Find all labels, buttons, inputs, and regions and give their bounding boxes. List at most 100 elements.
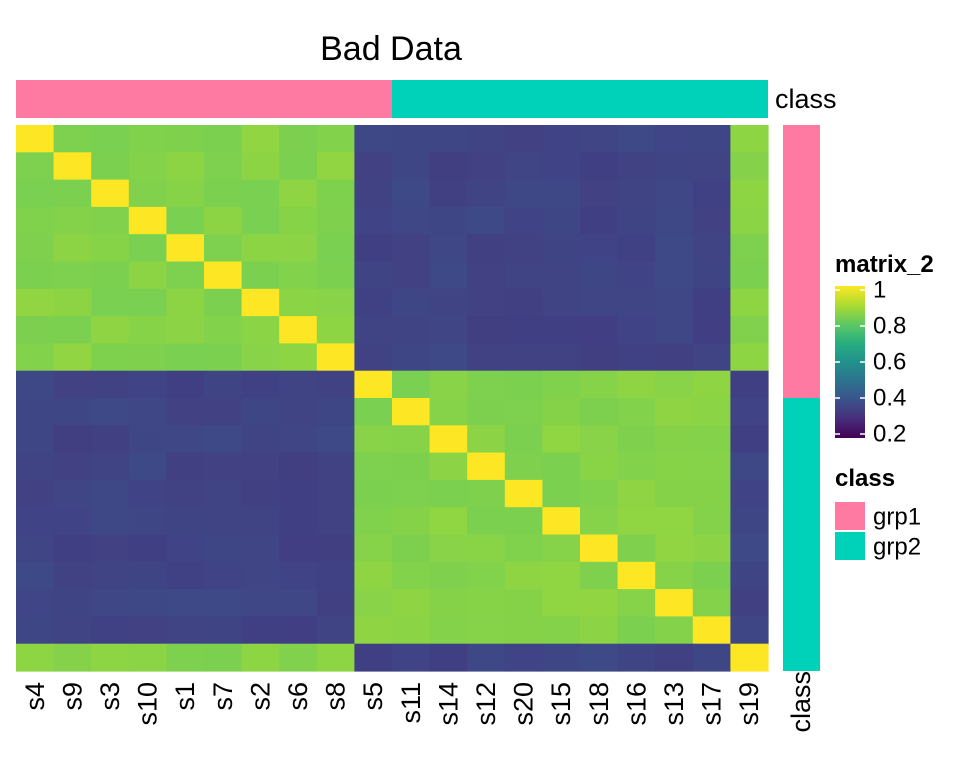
- heatmap-cell-s12-s19: [730, 452, 769, 481]
- right-annotation-grp1: [783, 125, 820, 398]
- heatmap-cell-s1-s14: [429, 234, 468, 263]
- heatmap-cell-s18-s18: [580, 534, 619, 563]
- heatmap-cell-s6-s10: [128, 316, 167, 344]
- color-legend-title: matrix_2: [835, 251, 934, 278]
- heatmap-cell-s14-s16: [617, 425, 656, 454]
- heatmap-cell-s17-s1: [166, 616, 205, 645]
- heatmap-cell-s14-s6: [279, 425, 318, 454]
- heatmap-cell-s12-s17: [692, 452, 731, 481]
- heatmap-cell-s6-s9: [53, 316, 92, 344]
- column-label-s17: s17: [697, 682, 727, 726]
- heatmap-cell-s8-s19: [730, 343, 769, 372]
- heatmap-cell-s20-s19: [730, 479, 769, 508]
- heatmap-cell-s14-s5: [354, 425, 393, 454]
- heatmap-cell-s13-s3: [91, 589, 130, 617]
- heatmap-cell-s18-s15: [542, 534, 581, 563]
- heatmap-cell-s2-s11: [392, 288, 431, 317]
- color-legend-tick-label: 0.8: [873, 313, 906, 340]
- heatmap-cell-s4-s15: [542, 125, 581, 153]
- column-label-s13: s13: [659, 682, 689, 726]
- heatmap-cell-s15-s2: [241, 507, 280, 536]
- heatmap-cell-s10-s8: [316, 206, 355, 235]
- heatmap-cell-s5-s5: [354, 370, 393, 399]
- heatmap-cell-s15-s10: [128, 507, 167, 536]
- heatmap-cell-s16-s15: [542, 561, 581, 590]
- heatmap-cell-s20-s7: [204, 479, 243, 508]
- heatmap-cell-s7-s20: [504, 261, 543, 290]
- heatmap-cell-s5-s18: [580, 370, 619, 399]
- heatmap-cell-s5-s2: [241, 370, 280, 399]
- heatmap-cell-s5-s6: [279, 370, 318, 399]
- heatmap-cell-s17-s13: [655, 616, 694, 645]
- heatmap-cell-s7-s4: [16, 261, 55, 290]
- right-class-annotation: [783, 125, 820, 671]
- heatmap-cell-s14-s19: [730, 425, 769, 454]
- heatmap-cell-s7-s5: [354, 261, 393, 290]
- heatmap-cell-s12-s8: [316, 452, 355, 481]
- heatmap-cell-s8-s4: [16, 343, 55, 372]
- heatmap-cell-s1-s11: [392, 234, 431, 263]
- heatmap-cell-s18-s7: [204, 534, 243, 563]
- heatmap-cell-s1-s2: [241, 234, 280, 263]
- heatmap-cell-s8-s20: [504, 343, 543, 372]
- heatmap-cell-s7-s12: [467, 261, 506, 290]
- heatmap-cell-s17-s9: [53, 616, 92, 645]
- heatmap-cell-s16-s19: [730, 561, 769, 590]
- class-legend-title: class: [835, 465, 895, 492]
- heatmap-cell-s18-s13: [655, 534, 694, 563]
- heatmap-cell-s6-s5: [354, 316, 393, 344]
- heatmap-cell-s8-s18: [580, 343, 619, 372]
- heatmap-cell-s16-s8: [316, 561, 355, 590]
- heatmap-cell-s18-s16: [617, 534, 656, 563]
- heatmap-cell-s10-s19: [730, 206, 769, 235]
- heatmap-cell-s2-s6: [279, 288, 318, 317]
- heatmap-cell-s3-s10: [128, 179, 167, 208]
- heatmap-cell-s3-s8: [316, 179, 355, 208]
- heatmap-cell-s19-s16: [617, 643, 656, 672]
- heatmap-cell-s7-s10: [128, 261, 167, 290]
- heatmap-cell-s4-s5: [354, 125, 393, 153]
- heatmap-cell-s4-s3: [91, 125, 130, 153]
- heatmap-cell-s16-s18: [580, 561, 619, 590]
- heatmap-cell-s16-s20: [504, 561, 543, 590]
- heatmap-cell-s10-s1: [166, 206, 205, 235]
- heatmap-cell-s15-s18: [580, 507, 619, 536]
- heatmap-cell-s10-s10: [128, 206, 167, 235]
- column-label-s5: s5: [358, 682, 388, 711]
- heatmap-cell-s18-s4: [16, 534, 55, 563]
- heatmap-cell-s9-s11: [392, 152, 431, 181]
- heatmap-cell-s4-s19: [730, 125, 769, 153]
- heatmap-cell-s4-s4: [16, 125, 55, 153]
- heatmap-cell-s12-s16: [617, 452, 656, 481]
- heatmap-cell-s6-s7: [204, 316, 243, 344]
- heatmap-cell-s19-s18: [580, 643, 619, 672]
- heatmap-cell-s8-s17: [692, 343, 731, 372]
- heatmap-cell-s16-s14: [429, 561, 468, 590]
- heatmap-cell-s17-s5: [354, 616, 393, 645]
- heatmap-cell-s5-s14: [429, 370, 468, 399]
- heatmap-cell-s20-s13: [655, 479, 694, 508]
- heatmap-cell-s13-s1: [166, 589, 205, 617]
- heatmap-cell-s1-s6: [279, 234, 318, 263]
- heatmap-cell-s13-s15: [542, 589, 581, 617]
- heatmap-cell-s7-s1: [166, 261, 205, 290]
- heatmap-cell-s9-s16: [617, 152, 656, 181]
- heatmap-cell-s18-s19: [730, 534, 769, 563]
- heatmap-cell-s17-s12: [467, 616, 506, 645]
- heatmap-cell-s5-s4: [16, 370, 55, 399]
- class-legend-swatch-grp2: [835, 532, 865, 560]
- heatmap-cell-s15-s16: [617, 507, 656, 536]
- column-label-s7: s7: [208, 682, 238, 711]
- heatmap-cell-s11-s15: [542, 398, 581, 426]
- heatmap-cell-s11-s16: [617, 398, 656, 426]
- heatmap-cell-s13-s17: [692, 589, 731, 617]
- heatmap-cell-s12-s2: [241, 452, 280, 481]
- heatmap-cell-s3-s2: [241, 179, 280, 208]
- heatmap-cell-s8-s7: [204, 343, 243, 372]
- top-annotation-grp2: [392, 80, 768, 118]
- heatmap-cell-s11-s9: [53, 398, 92, 426]
- heatmap-cell-s20-s20: [504, 479, 543, 508]
- heatmap-cell-s11-s6: [279, 398, 318, 426]
- heatmap-cell-s16-s12: [467, 561, 506, 590]
- heatmap-cell-s19-s15: [542, 643, 581, 672]
